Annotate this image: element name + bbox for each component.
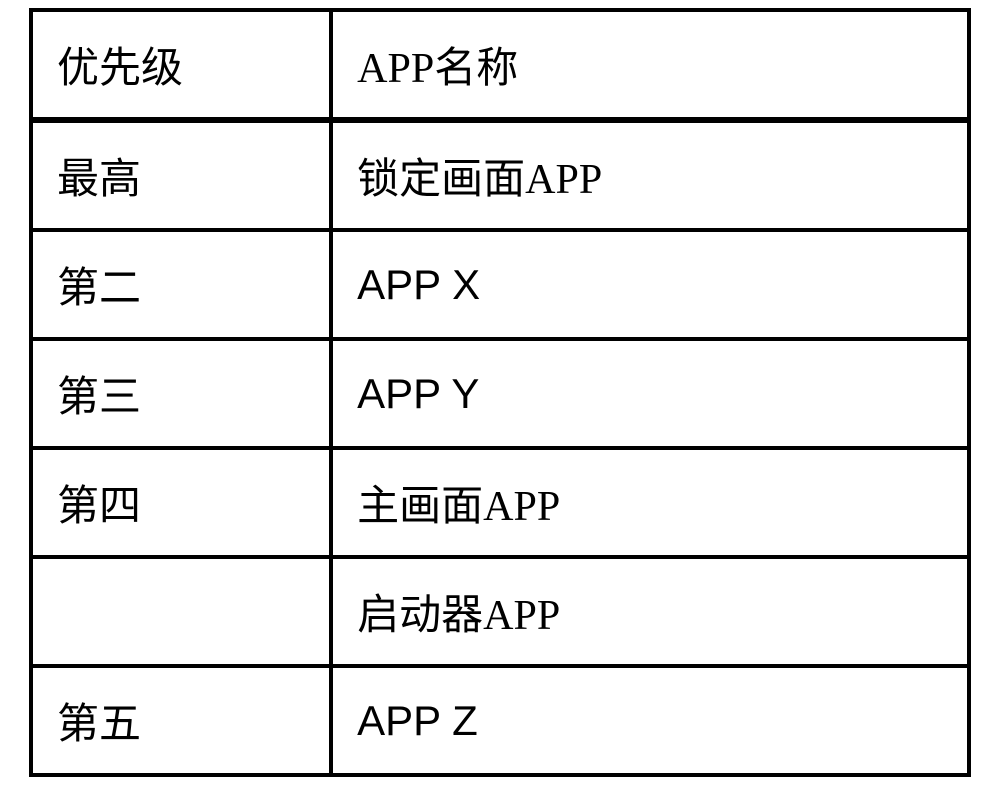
cell-appname: 锁定画面APP: [331, 120, 969, 230]
cell-appname: APP X: [331, 230, 969, 339]
cell-appname: 启动器APP: [331, 557, 969, 666]
priority-table: 优先级 APP名称 最高 锁定画面APP 第二 APP X 第三 APP Y 第…: [29, 8, 971, 777]
table-row: 第五 APP Z: [31, 666, 969, 775]
table-row: 第三 APP Y: [31, 339, 969, 448]
header-priority: 优先级: [31, 10, 331, 120]
header-appname: APP名称: [331, 10, 969, 120]
cell-priority: 第二: [31, 230, 331, 339]
table-row: 最高 锁定画面APP: [31, 120, 969, 230]
table-row: 启动器APP: [31, 557, 969, 666]
cell-appname: 主画面APP: [331, 448, 969, 557]
cell-priority: 最高: [31, 120, 331, 230]
cell-priority: 第三: [31, 339, 331, 448]
table-row: 第二 APP X: [31, 230, 969, 339]
cell-priority: 第五: [31, 666, 331, 775]
priority-table-container: 优先级 APP名称 最高 锁定画面APP 第二 APP X 第三 APP Y 第…: [29, 8, 971, 777]
cell-appname: APP Y: [331, 339, 969, 448]
table-row: 第四 主画面APP: [31, 448, 969, 557]
table-header-row: 优先级 APP名称: [31, 10, 969, 120]
cell-appname: APP Z: [331, 666, 969, 775]
cell-priority: 第四: [31, 448, 331, 557]
cell-priority: [31, 557, 331, 666]
